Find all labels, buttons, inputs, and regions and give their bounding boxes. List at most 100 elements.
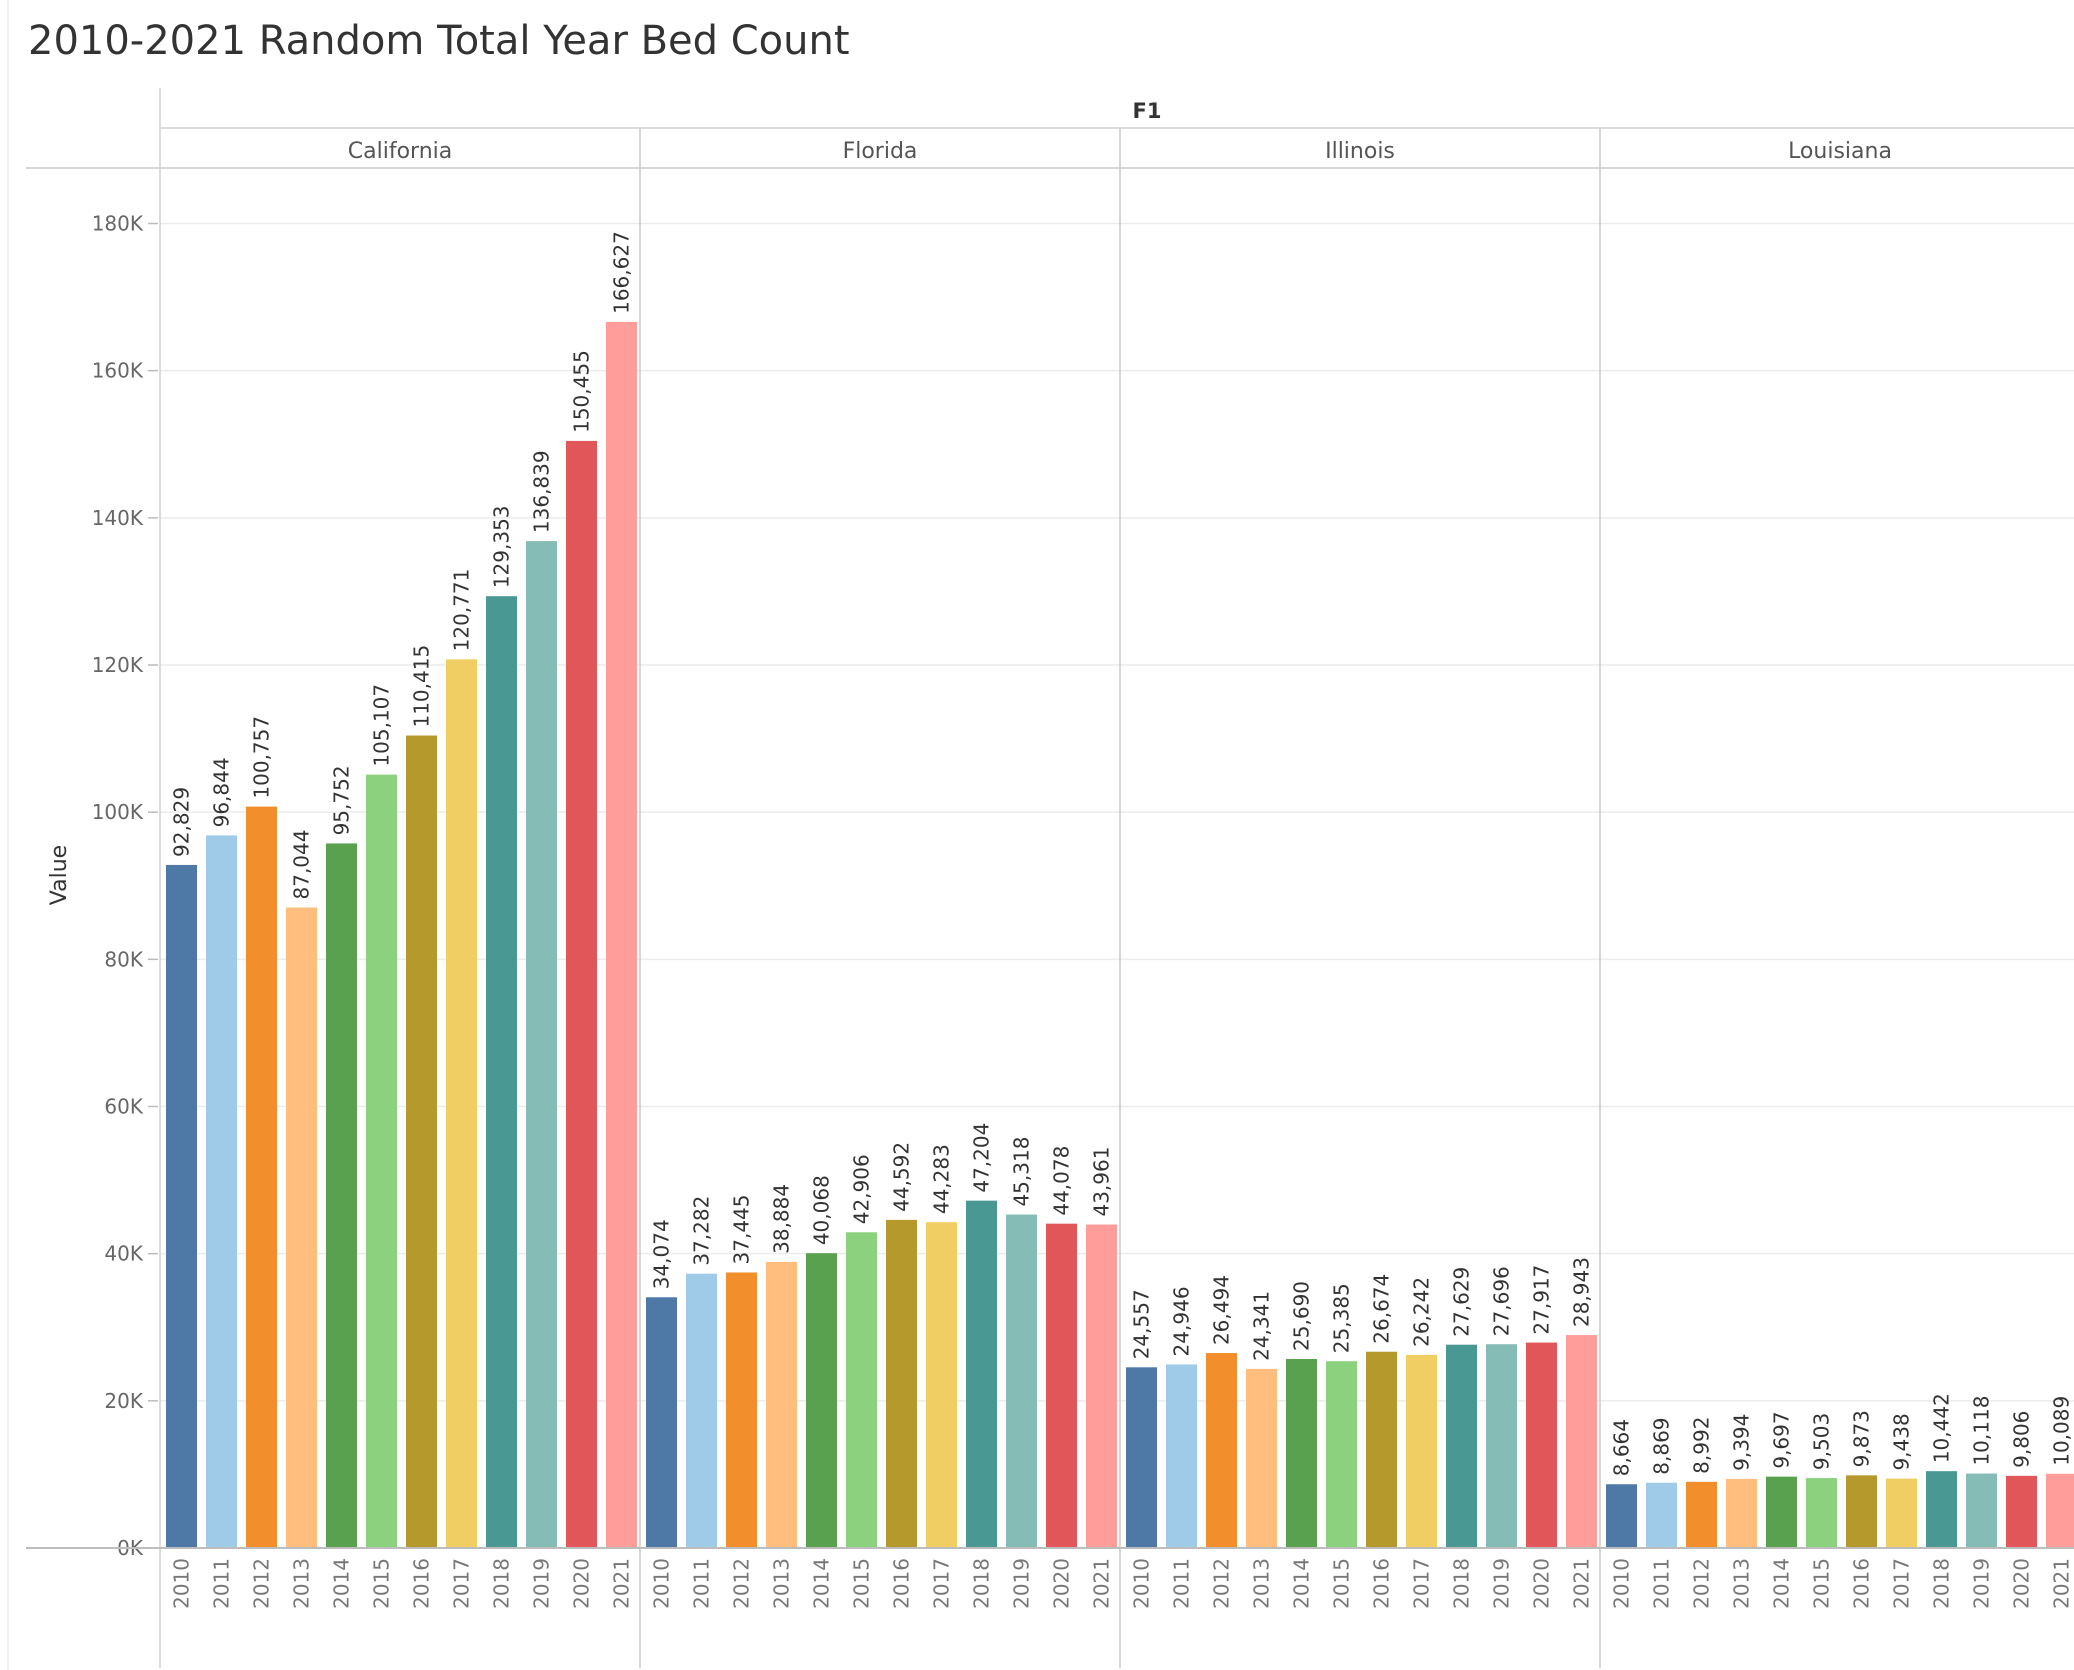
bar-florida-2011: [686, 1273, 717, 1548]
x-tick-label: 2013: [1250, 1558, 1274, 1609]
data-label: 26,494: [1210, 1275, 1234, 1345]
bar-illinois-2018: [1446, 1344, 1477, 1548]
chart-title: 2010-2021 Random Total Year Bed Count: [28, 18, 850, 64]
data-label: 92,829: [170, 787, 194, 857]
bar-california-2016: [406, 735, 437, 1548]
data-label: 27,917: [1530, 1265, 1554, 1335]
bar-louisiana-2016: [1846, 1475, 1877, 1548]
panel-label-california: California: [348, 139, 452, 164]
bar-california-2017: [446, 659, 477, 1548]
data-label: 9,806: [2010, 1411, 2034, 1468]
data-label: 9,697: [1770, 1411, 1794, 1468]
x-tick-label: 2010: [1610, 1558, 1634, 1609]
x-tick-label: 2016: [410, 1558, 434, 1609]
bar-florida-2021: [1086, 1224, 1117, 1548]
data-label: 129,353: [490, 505, 514, 588]
data-label: 24,557: [1130, 1289, 1154, 1359]
y-tick-label: 60K: [104, 1095, 143, 1119]
panel-label-florida: Florida: [843, 139, 918, 164]
bar-louisiana-2019: [1966, 1473, 1997, 1548]
bar-florida-2020: [1046, 1223, 1077, 1548]
x-tick-label: 2019: [1490, 1558, 1514, 1609]
bar-illinois-2021: [1566, 1335, 1597, 1548]
data-label: 120,771: [450, 569, 474, 652]
x-tick-label: 2011: [690, 1558, 714, 1609]
bar-illinois-2016: [1366, 1351, 1397, 1548]
bar-california-2021: [606, 321, 637, 1549]
bar-california-2013: [286, 907, 317, 1548]
data-label: 100,757: [250, 716, 274, 799]
data-label: 34,074: [650, 1219, 674, 1289]
x-tick-label: 2019: [1010, 1558, 1034, 1609]
bar-california-2019: [526, 541, 557, 1548]
y-tick-label: 140K: [92, 506, 144, 530]
y-tick-label: 120K: [92, 653, 144, 677]
facet-title: F1: [1133, 99, 1162, 123]
data-label: 24,946: [1170, 1286, 1194, 1356]
bar-illinois-2019: [1486, 1344, 1517, 1548]
x-tick-label: 2014: [810, 1558, 834, 1609]
data-label: 9,438: [1890, 1413, 1914, 1470]
data-label: 166,627: [610, 231, 634, 314]
data-label: 37,445: [730, 1194, 754, 1264]
x-tick-label: 2012: [730, 1558, 754, 1609]
x-tick-label: 2010: [1130, 1558, 1154, 1609]
bar-louisiana-2014: [1766, 1476, 1797, 1548]
data-label: 27,696: [1490, 1266, 1514, 1336]
data-label: 110,415: [410, 645, 434, 728]
data-label: 136,839: [530, 450, 554, 533]
data-label: 25,385: [1330, 1283, 1354, 1353]
bar-california-2012: [246, 806, 277, 1548]
bar-florida-2010: [646, 1297, 677, 1548]
bar-illinois-2011: [1166, 1364, 1197, 1548]
data-label: 150,455: [570, 350, 594, 433]
x-tick-label: 2012: [1690, 1558, 1714, 1609]
x-tick-label: 2018: [970, 1558, 994, 1609]
x-tick-label: 2017: [1890, 1558, 1914, 1609]
data-label: 26,674: [1370, 1274, 1394, 1344]
data-label: 45,318: [1010, 1137, 1034, 1207]
bar-louisiana-2015: [1806, 1478, 1837, 1548]
bar-louisiana-2020: [2006, 1475, 2037, 1548]
bar-illinois-2014: [1286, 1358, 1317, 1548]
data-label: 9,394: [1730, 1414, 1754, 1471]
x-tick-label: 2017: [1410, 1558, 1434, 1609]
bar-louisiana-2013: [1726, 1478, 1757, 1548]
y-tick-label: 80K: [104, 947, 143, 971]
y-tick-label: 160K: [92, 359, 144, 383]
bar-illinois-2015: [1326, 1361, 1357, 1548]
y-tick-label: 100K: [92, 800, 144, 824]
data-label: 37,282: [690, 1196, 714, 1266]
x-tick-label: 2016: [1850, 1558, 1874, 1609]
bar-illinois-2012: [1206, 1353, 1237, 1548]
x-tick-label: 2011: [210, 1558, 234, 1609]
x-tick-label: 2013: [770, 1558, 794, 1609]
x-tick-label: 2014: [1770, 1558, 1794, 1609]
data-label: 44,283: [930, 1144, 954, 1214]
panel-label-illinois: Illinois: [1325, 139, 1395, 164]
x-tick-label: 2011: [1170, 1558, 1194, 1609]
data-label: 10,118: [1970, 1396, 1994, 1466]
y-axis-label: Value: [47, 845, 72, 905]
data-label: 47,204: [970, 1123, 994, 1193]
data-label: 10,442: [1930, 1393, 1954, 1463]
bar-florida-2016: [886, 1219, 917, 1548]
data-label: 44,078: [1050, 1146, 1074, 1216]
x-tick-label: 2021: [1570, 1558, 1594, 1609]
x-tick-label: 2017: [450, 1558, 474, 1609]
bar-florida-2017: [926, 1222, 957, 1548]
bar-illinois-2020: [1526, 1342, 1557, 1548]
x-tick-label: 2015: [370, 1558, 394, 1609]
bar-louisiana-2017: [1886, 1478, 1917, 1548]
x-tick-label: 2015: [1330, 1558, 1354, 1609]
y-tick-label: 40K: [104, 1242, 143, 1266]
bar-florida-2018: [966, 1200, 997, 1548]
x-tick-label: 2019: [1970, 1558, 1994, 1609]
x-tick-label: 2021: [1090, 1558, 1114, 1609]
bar-california-2020: [566, 440, 597, 1548]
bar-illinois-2017: [1406, 1354, 1437, 1548]
bar-florida-2015: [846, 1232, 877, 1548]
x-tick-label: 2018: [1450, 1558, 1474, 1609]
bar-florida-2014: [806, 1253, 837, 1548]
